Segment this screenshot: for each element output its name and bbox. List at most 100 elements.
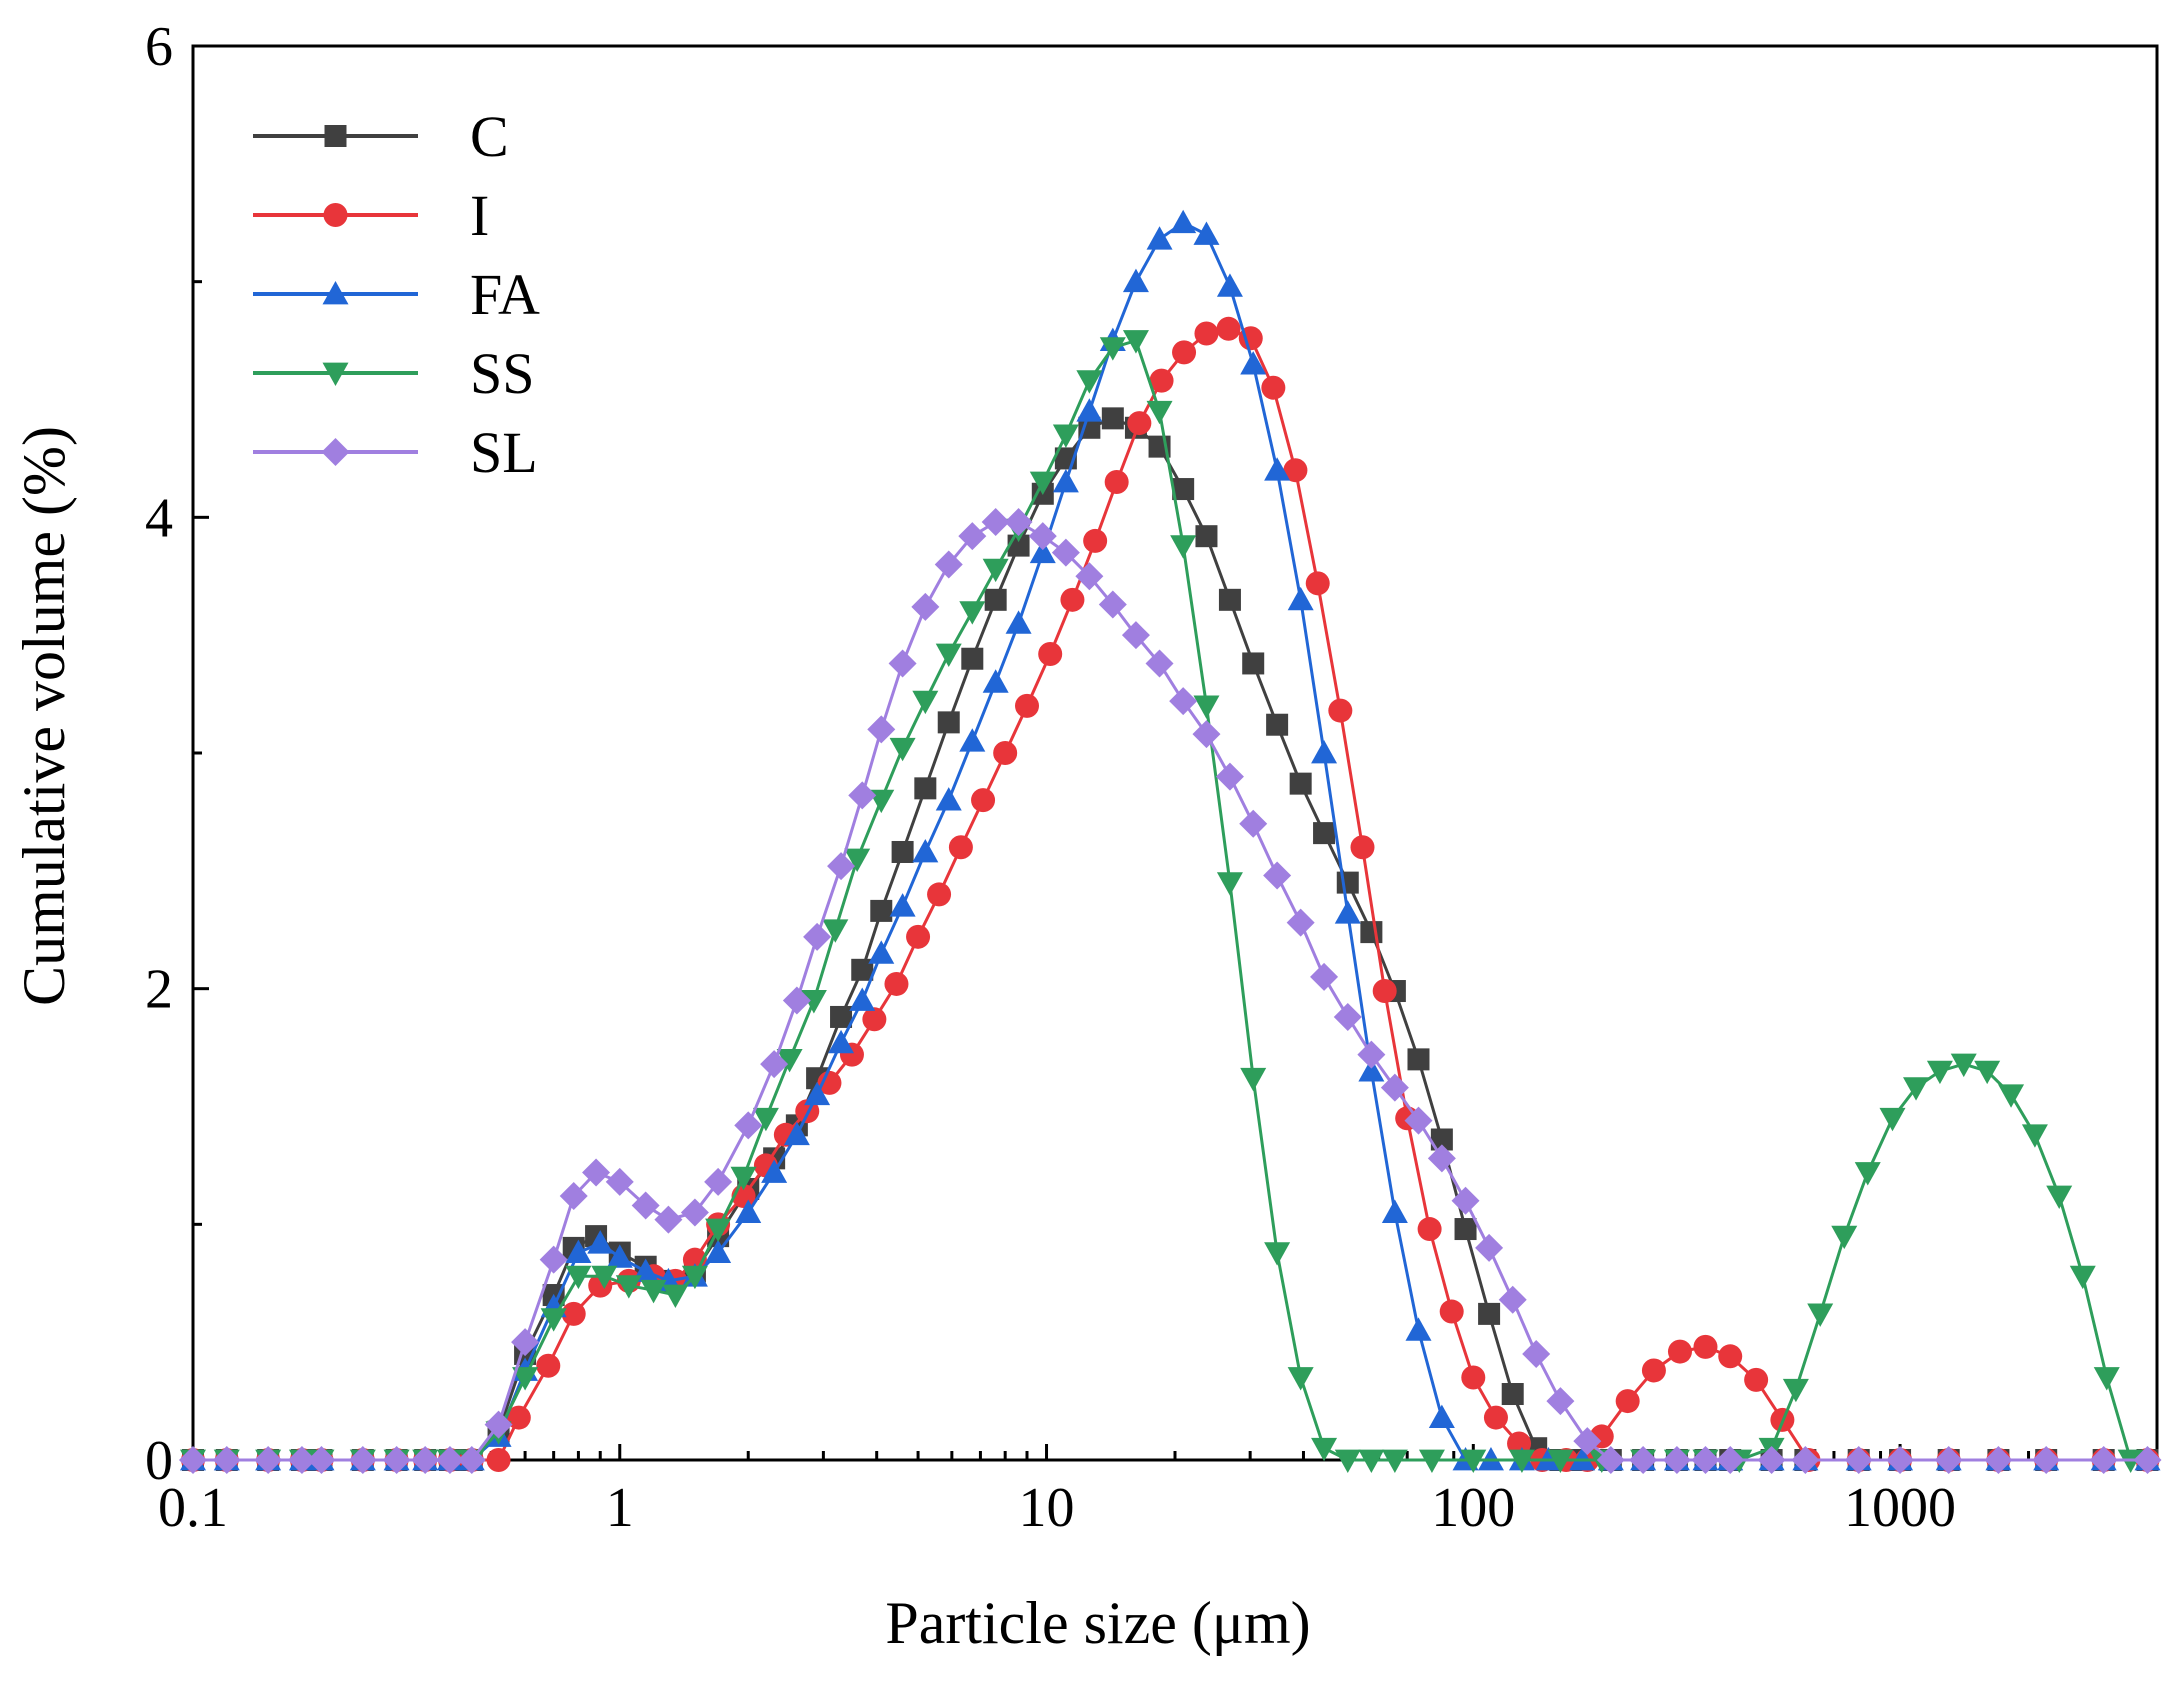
data-point — [911, 592, 940, 621]
data-point — [540, 1308, 567, 1332]
data-point — [1192, 720, 1221, 749]
data-point — [1405, 1317, 1432, 1341]
data-point — [1216, 273, 1243, 297]
data-point — [1172, 478, 1195, 501]
data-point — [1478, 1302, 1501, 1325]
data-point — [1052, 424, 1079, 448]
data-point — [1381, 1449, 1408, 1473]
data-point — [844, 848, 871, 873]
legend-label: FA — [470, 262, 540, 327]
data-point — [776, 1048, 803, 1073]
data-point — [1146, 226, 1173, 250]
data-point — [817, 1070, 842, 1095]
data-point — [1407, 1048, 1430, 1071]
legend-marker — [322, 281, 349, 305]
data-point — [287, 1446, 316, 1474]
data-point — [1216, 316, 1241, 341]
data-point — [1145, 649, 1174, 678]
data-point — [1357, 1040, 1386, 1069]
data-point — [761, 1159, 788, 1183]
data-point — [1417, 1217, 1442, 1242]
series-sl — [179, 508, 2162, 1474]
legend: CI FA SS SL — [253, 104, 540, 485]
data-point — [212, 1446, 241, 1474]
data-point — [1439, 1299, 1464, 1324]
data-point — [1886, 1446, 1915, 1474]
data-point — [382, 1446, 411, 1474]
data-point — [506, 1405, 531, 1430]
data-point — [1498, 1285, 1527, 1314]
data-point — [982, 558, 1009, 583]
data-point — [1807, 1303, 1834, 1327]
series-i — [181, 316, 2160, 1472]
data-point — [1926, 1060, 1953, 1085]
data-point — [1216, 872, 1243, 896]
data-point — [1193, 221, 1220, 245]
data-point — [934, 550, 963, 579]
data-point — [884, 971, 909, 996]
data-point — [591, 1265, 618, 1290]
data-point — [1328, 698, 1353, 723]
legend-item-c: C — [253, 104, 509, 169]
data-point — [1215, 762, 1244, 791]
data-point — [1418, 1449, 1445, 1473]
data-point — [1305, 571, 1330, 596]
data-point — [1122, 268, 1149, 293]
data-point — [848, 781, 877, 810]
data-point — [1430, 1128, 1453, 1151]
y-tick-label: 4 — [145, 487, 173, 549]
data-point — [1854, 1162, 1881, 1186]
data-point — [1350, 835, 1375, 860]
data-point — [1060, 587, 1085, 612]
plot-frame — [191, 44, 2159, 1462]
data-point — [1172, 340, 1197, 365]
data-point — [1099, 337, 1126, 361]
data-point — [1934, 1446, 1963, 1474]
data-point — [1263, 861, 1292, 890]
data-point — [927, 882, 952, 907]
data-point — [1098, 590, 1127, 619]
series-c — [182, 407, 2159, 1471]
data-point — [484, 1410, 513, 1439]
data-point — [1693, 1334, 1718, 1359]
legend-marker — [323, 203, 348, 227]
data-point — [565, 1239, 592, 1264]
data-point — [640, 1279, 667, 1304]
data-point — [888, 649, 917, 678]
data-point — [1475, 1233, 1504, 1262]
data-point — [1311, 1437, 1338, 1462]
data-point — [1121, 621, 1150, 650]
y-tick-label: 0 — [145, 1430, 173, 1492]
data-point — [868, 940, 895, 964]
data-point — [1547, 1449, 1574, 1473]
data-point — [828, 1029, 855, 1054]
data-point — [1052, 468, 1079, 493]
data-point — [760, 1050, 789, 1079]
data-point — [2032, 1446, 2061, 1474]
data-point — [1242, 652, 1265, 675]
data-point — [1629, 1446, 1658, 1474]
data-point — [1076, 398, 1103, 422]
data-point — [2046, 1185, 2073, 1210]
data-point — [1286, 908, 1315, 937]
data-point — [1454, 1218, 1477, 1241]
data-point — [971, 788, 996, 813]
series-layer — [179, 209, 2162, 1474]
legend-item-fa: FA — [253, 262, 540, 327]
data-point — [2133, 1446, 2162, 1474]
data-point — [1483, 1405, 1508, 1430]
y-tick-label: 6 — [145, 16, 173, 78]
data-point — [782, 986, 811, 1015]
data-point — [179, 1446, 207, 1474]
series-ss — [180, 330, 2144, 1473]
data-point — [1844, 1446, 1873, 1474]
legend-label: SL — [470, 420, 538, 485]
data-point — [559, 1182, 588, 1211]
data-point — [1266, 713, 1289, 736]
legend-marker — [321, 438, 350, 466]
data-point — [561, 1301, 586, 1326]
legend-marker — [324, 125, 347, 147]
x-tick-label: 0.1 — [158, 1477, 228, 1539]
data-point — [1240, 1067, 1267, 1092]
data-point — [704, 1167, 733, 1196]
